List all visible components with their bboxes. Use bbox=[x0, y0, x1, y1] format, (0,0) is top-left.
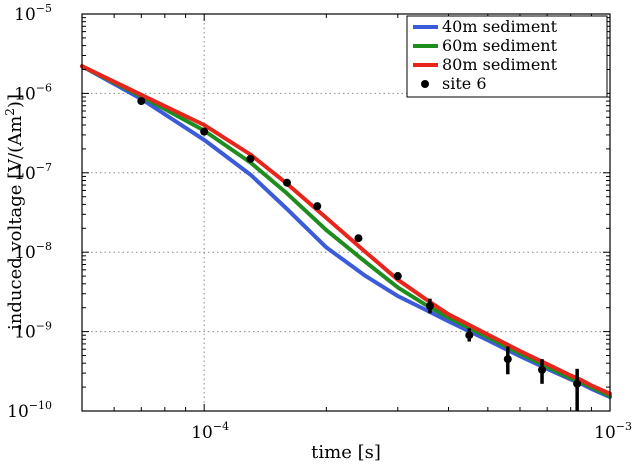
grid bbox=[82, 14, 610, 411]
model-curves bbox=[80, 64, 612, 399]
y-axis-label-main: induced voltage [V/(Am bbox=[5, 116, 26, 330]
series-line-2 bbox=[80, 64, 612, 398]
y-axis-label-sup: 2 bbox=[3, 108, 17, 116]
legend: 40m sediment 60m sediment 80m sediment s… bbox=[406, 15, 608, 98]
site6-point bbox=[354, 234, 363, 243]
site6-point bbox=[313, 202, 322, 211]
series-line-3 bbox=[80, 64, 612, 396]
legend-box bbox=[406, 15, 608, 98]
site6-point bbox=[465, 331, 474, 340]
legend-label-40m: 40m sediment bbox=[442, 17, 558, 36]
plot-frame bbox=[81, 13, 611, 412]
y-axis-label: induced voltage [V/(Am2)] bbox=[3, 94, 26, 330]
x-axis-label: time [s] bbox=[311, 442, 381, 463]
legend-label-60m: 60m sediment bbox=[442, 36, 558, 55]
legend-label-80m: 80m sediment bbox=[442, 55, 558, 74]
site6-point bbox=[538, 365, 547, 374]
measured-site-data bbox=[137, 97, 582, 411]
site6-point bbox=[200, 127, 209, 136]
legend-label-site6: site 6 bbox=[442, 74, 487, 93]
site6-point bbox=[425, 302, 434, 311]
site6-point bbox=[246, 154, 255, 163]
site6-point bbox=[393, 272, 402, 281]
site6-point bbox=[503, 355, 512, 364]
site6-point bbox=[137, 97, 146, 106]
legend-marker-site6 bbox=[421, 80, 429, 88]
site6-point bbox=[283, 178, 292, 187]
y-axis-label-end: )] bbox=[5, 94, 26, 108]
site6-point bbox=[573, 379, 582, 388]
